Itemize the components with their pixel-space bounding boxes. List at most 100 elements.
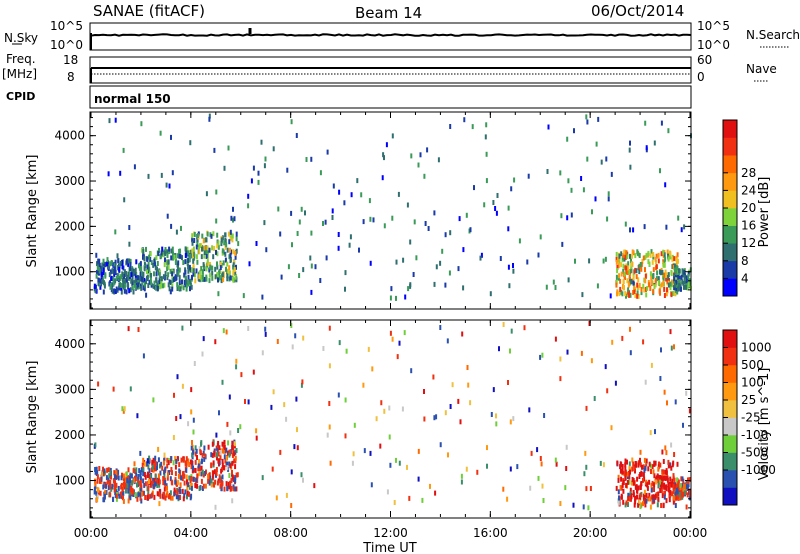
range-cell: [644, 274, 647, 279]
range-cell: [673, 276, 676, 282]
range-cell: [201, 246, 203, 252]
range-cell: [107, 171, 110, 177]
range-cell: [106, 261, 109, 267]
range-cell: [648, 479, 651, 485]
range-cell: [439, 442, 442, 448]
range-cell: [670, 465, 673, 471]
range-cell: [179, 253, 182, 259]
range-cell: [683, 274, 686, 280]
range-cell: [673, 344, 675, 350]
range-cell: [122, 492, 124, 498]
range-cell: [170, 248, 173, 254]
range-cell: [247, 399, 250, 405]
range-cell: [116, 253, 119, 259]
range-cell: [344, 433, 347, 439]
range-cell: [235, 231, 238, 237]
range-cell: [164, 466, 167, 472]
range-cell: [152, 283, 155, 289]
range-cell: [640, 290, 643, 296]
range-cell: [169, 289, 172, 295]
range-cell: [166, 213, 169, 219]
range-cell: [630, 279, 633, 284]
range-cell: [433, 415, 436, 421]
range-cell: [651, 464, 654, 470]
range-cell: [324, 219, 327, 225]
range-cell: [248, 261, 251, 267]
range-cell: [261, 294, 264, 300]
range-cell: [542, 498, 545, 503]
range-cell: [615, 256, 618, 262]
range-cell: [449, 124, 452, 129]
range-cell: [156, 461, 158, 467]
range-cell: [539, 234, 542, 240]
range-cell: [96, 497, 99, 502]
range-cell: [219, 478, 222, 484]
range-cell: [509, 466, 512, 472]
range-cell: [628, 474, 631, 480]
range-cell: [664, 256, 667, 262]
range-cell: [160, 172, 163, 178]
range-cell: [636, 293, 639, 299]
range-cell: [620, 271, 623, 277]
range-cell: [507, 264, 510, 270]
range-cell: [179, 286, 182, 292]
range-cell: [200, 465, 203, 471]
range-cell: [328, 401, 331, 406]
range-cell: [492, 387, 495, 393]
range-cell: [221, 272, 224, 278]
range-cell: [628, 461, 631, 467]
range-cell: [599, 460, 602, 466]
range-cell: [417, 448, 420, 454]
range-cell: [99, 265, 102, 271]
range-cell: [627, 287, 630, 293]
range-cell: [639, 492, 642, 498]
range-cell: [153, 481, 156, 487]
range-cell: [231, 453, 234, 458]
range-cell: [235, 264, 237, 270]
range-cell: [230, 215, 233, 221]
range-cell: [213, 469, 216, 475]
range-cell: [489, 291, 492, 297]
range-cell: [523, 325, 526, 331]
range-cell: [642, 283, 645, 289]
range-cell: [247, 326, 250, 331]
range-cell: [652, 469, 655, 475]
range-cell: [190, 409, 193, 415]
range-cell: [185, 279, 188, 285]
range-cell: [177, 285, 180, 291]
range-cell: [633, 284, 636, 290]
range-cell: [660, 120, 663, 126]
range-cell: [176, 253, 179, 259]
colorbar-swatch: [723, 208, 737, 226]
range-cell: [194, 272, 197, 278]
range-cell: [616, 268, 619, 274]
range-cell: [208, 116, 211, 122]
range-cell: [310, 230, 313, 236]
range-cell: [119, 170, 122, 176]
range-cell: [142, 285, 145, 291]
range-cell: [134, 285, 137, 290]
range-cell: [118, 285, 121, 291]
range-cell: [117, 485, 120, 491]
range-cell: [162, 283, 164, 289]
range-cell: [143, 472, 146, 477]
range-cell: [112, 276, 115, 282]
range-cell: [234, 250, 237, 256]
range-cell: [233, 216, 236, 222]
range-cell: [160, 280, 163, 286]
range-cell: [99, 278, 102, 284]
range-cell: [174, 456, 177, 462]
range-cell: [461, 331, 464, 337]
range-cell: [595, 141, 598, 147]
range-cell: [152, 484, 155, 490]
range-cell: [660, 251, 663, 257]
range-cell: [230, 478, 233, 484]
range-cell: [173, 254, 176, 260]
range-cell: [113, 478, 116, 484]
colorbar-swatch: [723, 487, 737, 506]
range-cell: [242, 293, 245, 299]
range-cell: [638, 498, 641, 504]
range-cell: [171, 271, 174, 277]
range-cell: [645, 292, 648, 298]
range-cell: [99, 490, 102, 496]
